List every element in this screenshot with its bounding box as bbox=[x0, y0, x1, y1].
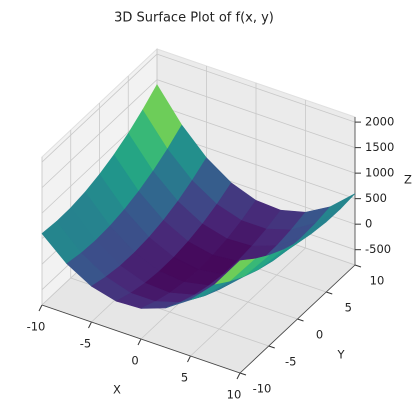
z-tick-label: -500 bbox=[365, 242, 391, 256]
z-axis-label: Z bbox=[404, 173, 412, 187]
grid-line bbox=[156, 79, 356, 148]
z-tick-label: 0 bbox=[365, 217, 372, 231]
y-tick-label: 10 bbox=[370, 274, 385, 288]
tick bbox=[38, 304, 43, 312]
grid-line bbox=[156, 104, 356, 174]
axis-line bbox=[239, 264, 356, 374]
y-tick-label: -5 bbox=[285, 355, 296, 369]
z-tick-label: 1500 bbox=[365, 140, 394, 154]
tick bbox=[187, 355, 191, 363]
x-axis-label: X bbox=[113, 383, 121, 397]
x-tick-label: 5 bbox=[181, 371, 188, 385]
tick bbox=[239, 372, 247, 376]
x-tick-label: 0 bbox=[131, 354, 138, 368]
x-tick-label: -5 bbox=[80, 337, 91, 351]
tick bbox=[268, 345, 275, 349]
tick bbox=[236, 372, 241, 380]
z-tick-label: 500 bbox=[365, 191, 387, 205]
grid-line bbox=[156, 53, 356, 123]
z-tick-label: 1000 bbox=[365, 166, 394, 180]
tick bbox=[326, 291, 333, 295]
y-tick-label: 5 bbox=[345, 301, 352, 315]
grid-line bbox=[41, 79, 158, 188]
x-tick-label: -10 bbox=[27, 320, 46, 334]
tick bbox=[137, 338, 142, 346]
z-tick-label: 2000 bbox=[365, 115, 394, 129]
tick bbox=[297, 318, 304, 322]
y-tick-label: 0 bbox=[316, 328, 323, 342]
y-axis-label: Y bbox=[336, 348, 345, 362]
grid-line bbox=[41, 53, 158, 163]
chart-title: 3D Surface Plot of f(x, y) bbox=[114, 11, 274, 26]
y-tick-label: -10 bbox=[253, 382, 272, 396]
axis-line bbox=[41, 304, 241, 374]
tick bbox=[88, 321, 92, 329]
x-tick-label: 10 bbox=[227, 388, 242, 402]
surface-patch bbox=[214, 258, 256, 285]
tick bbox=[354, 264, 362, 268]
